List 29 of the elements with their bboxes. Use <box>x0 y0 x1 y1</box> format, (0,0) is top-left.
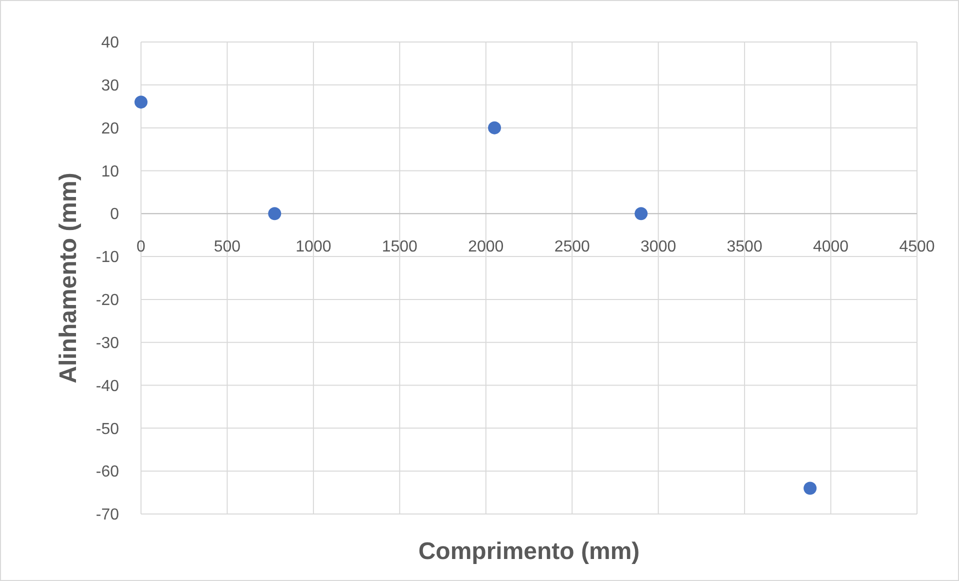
y-tick-label: 10 <box>101 163 120 180</box>
y-tick-label: -10 <box>96 249 120 266</box>
point <box>134 96 148 109</box>
point <box>488 121 502 134</box>
x-tick-label: 1000 <box>296 238 332 256</box>
x-tick-label: 2000 <box>468 238 504 256</box>
y-axis-title: Alinhamento (mm) <box>55 172 82 384</box>
y-tick-label: -50 <box>96 420 120 438</box>
y-tick-label: 30 <box>101 78 120 95</box>
x-tick-label: 500 <box>214 238 241 256</box>
y-tick-label: 20 <box>101 120 120 138</box>
y-tick-label: 0 <box>110 206 120 224</box>
y-tick-label: -40 <box>96 378 120 395</box>
x-axis-title: Comprimento (mm) <box>418 538 640 565</box>
point <box>634 207 648 220</box>
x-tick-label: 0 <box>136 238 146 256</box>
y-tick-label: -60 <box>96 464 120 481</box>
x-tick-label: 4000 <box>812 238 849 256</box>
x-tick-label: 3000 <box>640 238 676 256</box>
x-tick-label: 4500 <box>899 238 935 256</box>
y-tick-label: 40 <box>101 34 120 52</box>
point <box>268 207 282 220</box>
y-tick-label: -20 <box>96 292 120 310</box>
y-tick-label: -70 <box>96 506 120 524</box>
point <box>804 482 817 495</box>
x-tick-label: 3500 <box>726 238 762 256</box>
x-tick-label: 2500 <box>554 238 590 256</box>
x-tick-label: 1500 <box>382 238 418 256</box>
y-tick-label: -30 <box>96 334 120 352</box>
